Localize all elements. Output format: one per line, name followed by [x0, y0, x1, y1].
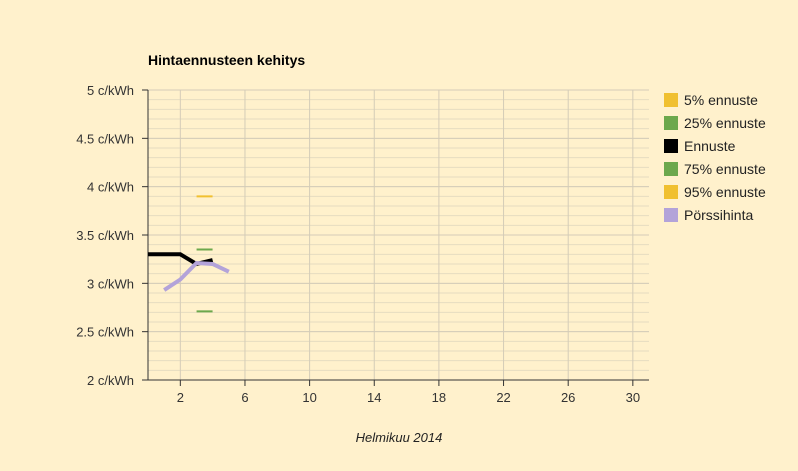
legend-label: Pörssihinta [684, 206, 754, 223]
y-tick-label: 3.5 c/kWh [76, 228, 134, 243]
chart-title: Hintaennusteen kehitys [148, 52, 306, 68]
y-tick-label: 2.5 c/kWh [76, 325, 134, 340]
y-tick-label: 4 c/kWh [87, 180, 134, 195]
series-line [163, 260, 230, 292]
legend-swatch [664, 184, 678, 199]
x-tick-label: 2 [177, 390, 184, 405]
legend-swatch [664, 207, 678, 222]
legend-label: 25% ennuste [684, 114, 766, 131]
legend-label: Ennuste [684, 137, 736, 154]
x-tick-label: 26 [561, 390, 575, 405]
legend-swatch [664, 92, 678, 107]
x-tick-label: 6 [241, 390, 248, 405]
y-tick-label: 2 c/kWh [87, 373, 134, 388]
x-tick-label: 18 [432, 390, 446, 405]
legend-label: 75% ennuste [684, 160, 766, 177]
x-tick-label: 10 [302, 390, 316, 405]
legend-item: Pörssihinta [664, 203, 766, 226]
x-axis-label: Helmikuu 2014 [355, 430, 443, 445]
legend-item: 25% ennuste [664, 111, 766, 134]
legend-swatch [664, 161, 678, 176]
legend: 5% ennuste 25% ennuste Ennuste 75% ennuste 9… [664, 88, 766, 226]
legend-label: 5% ennuste [684, 91, 758, 108]
legend-swatch [664, 115, 678, 130]
legend-item: Ennuste [664, 134, 766, 157]
y-tick-label: 3 c/kWh [87, 276, 134, 291]
x-tick-label: 14 [367, 390, 381, 405]
legend-label: 95% ennuste [684, 183, 766, 200]
legend-item: 75% ennuste [664, 157, 766, 180]
y-tick-label: 5 c/kWh [87, 83, 134, 98]
legend-swatch [664, 138, 678, 153]
x-tick-label: 22 [496, 390, 510, 405]
y-tick-label: 4.5 c/kWh [76, 131, 134, 146]
x-tick-label: 30 [626, 390, 640, 405]
legend-item: 95% ennuste [664, 180, 766, 203]
legend-item: 5% ennuste [664, 88, 766, 111]
